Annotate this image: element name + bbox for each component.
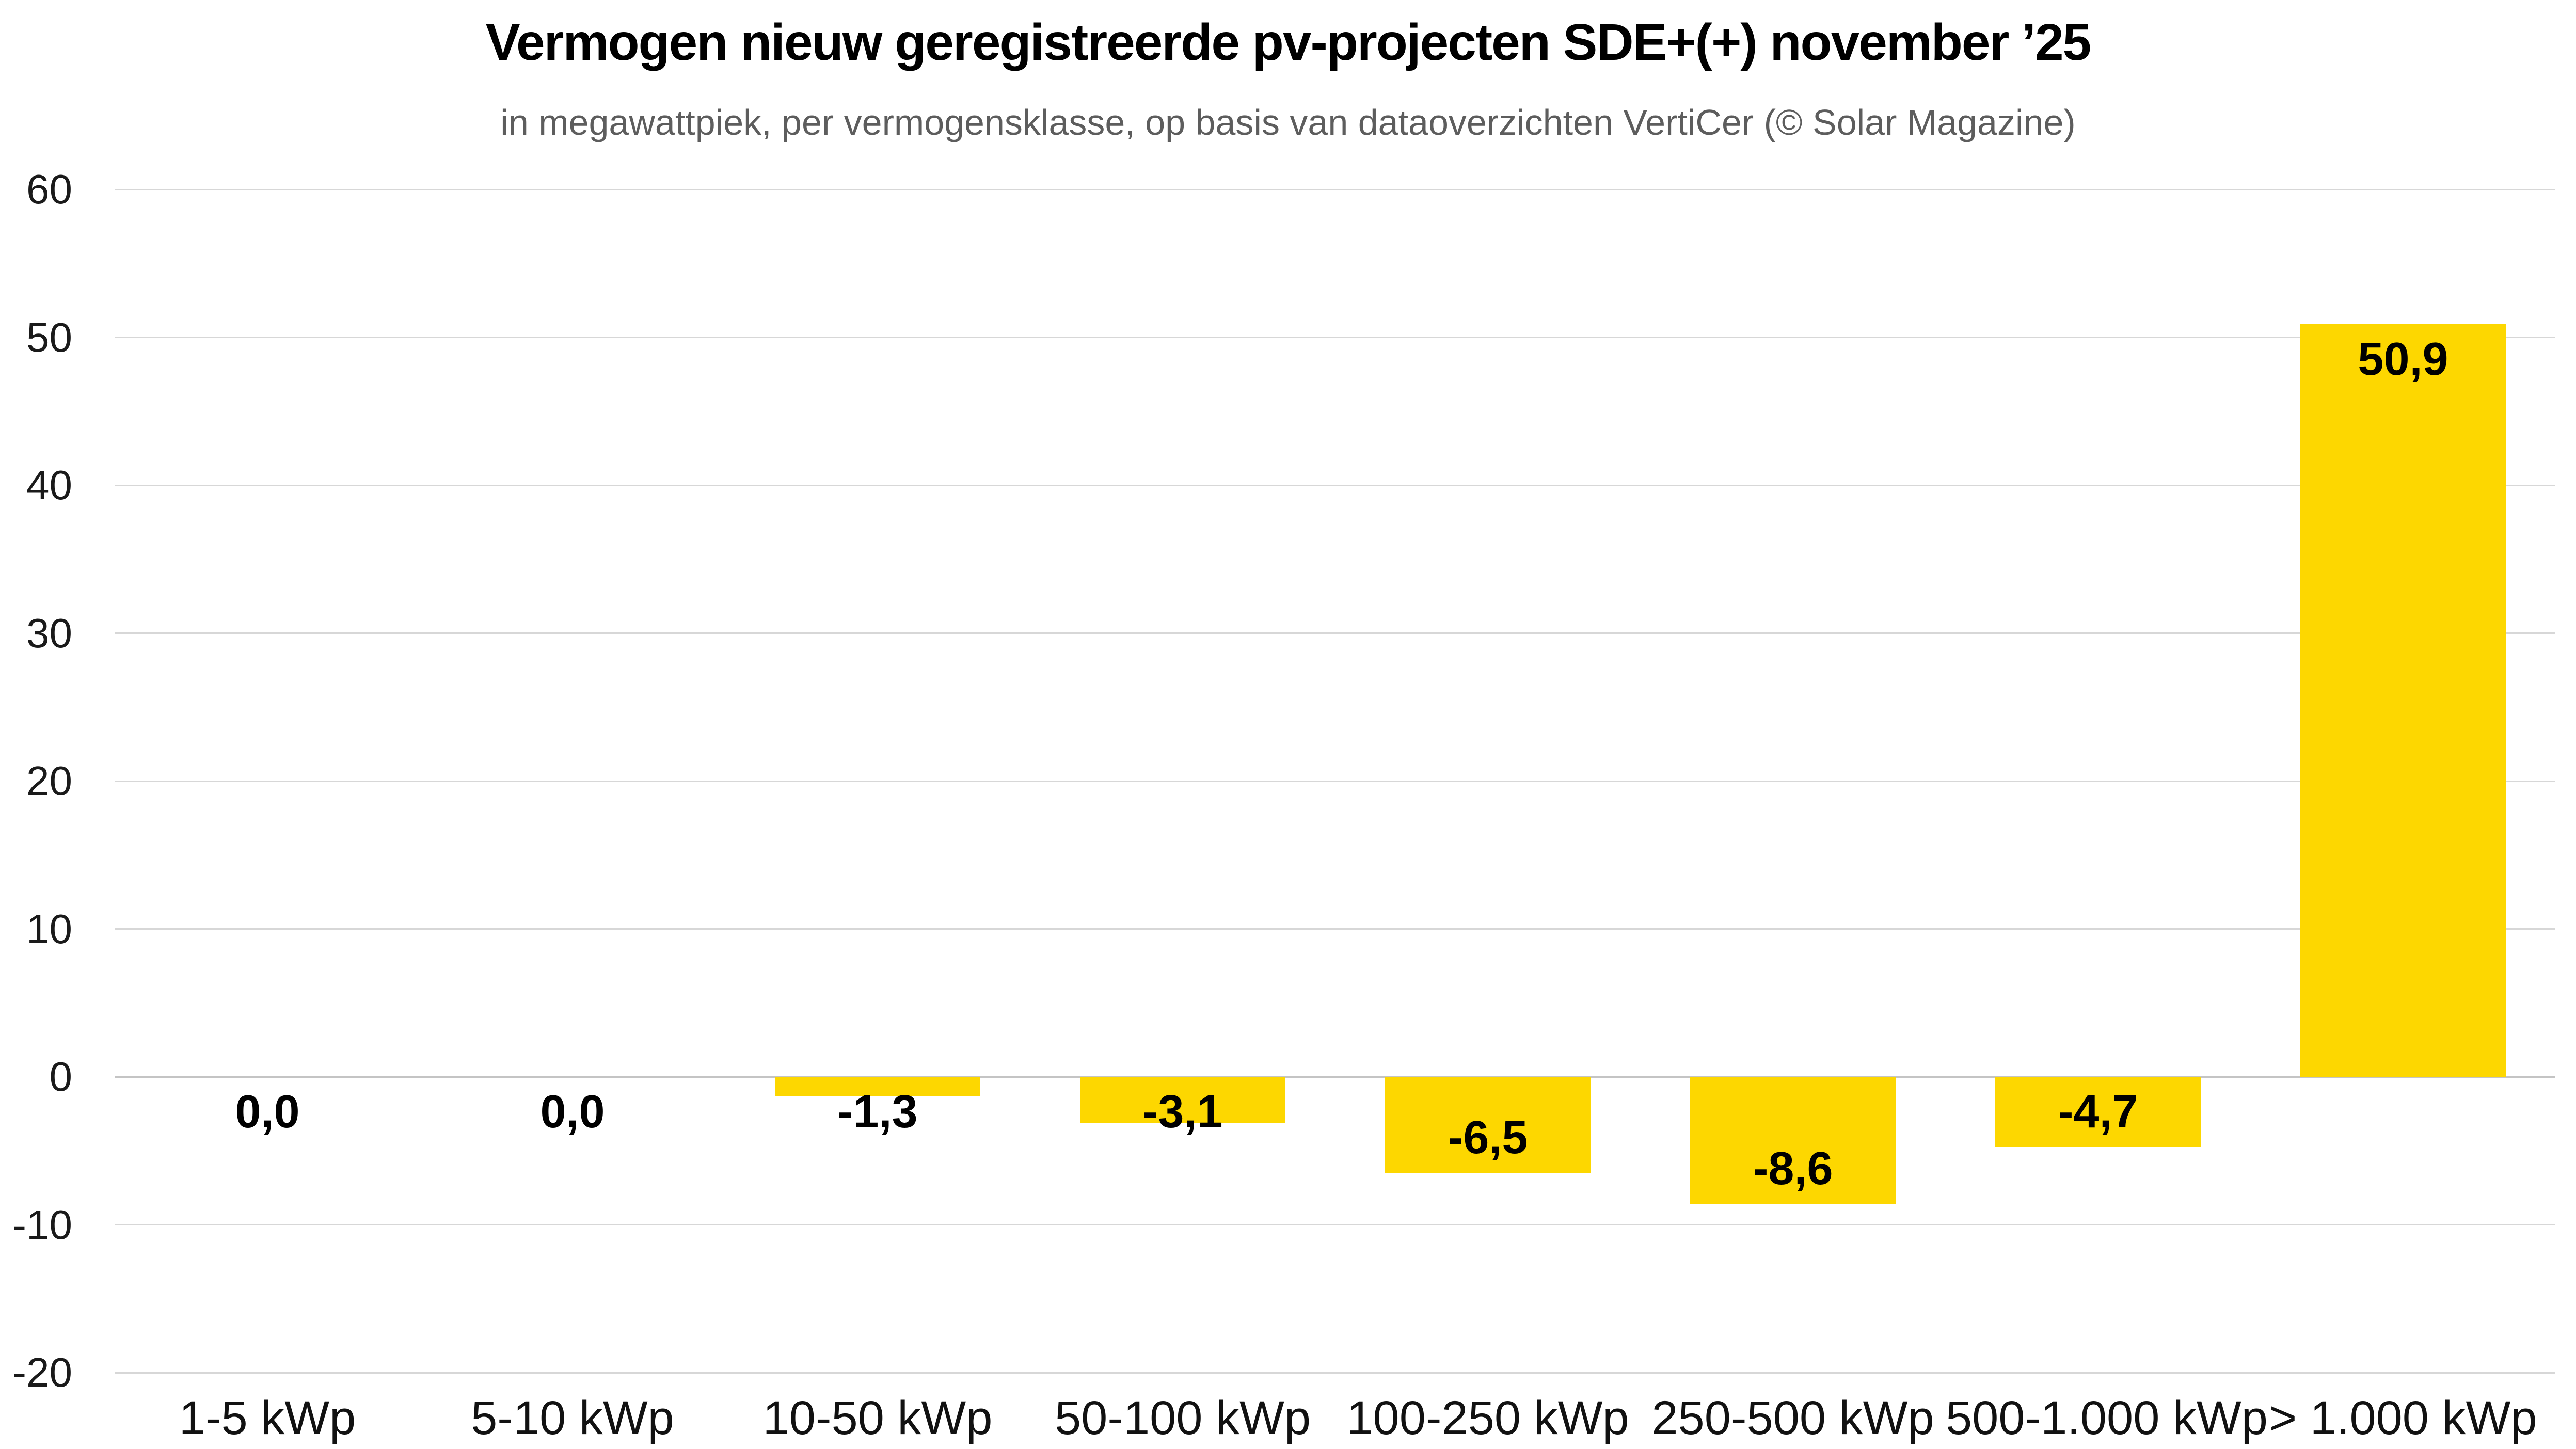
y-axis-tick-label: 20 xyxy=(26,758,72,804)
x-axis-tick-label: 500-1.000 kWp xyxy=(1946,1392,2268,1444)
bar-value-label: 0,0 xyxy=(540,1086,605,1138)
gridline xyxy=(115,781,2555,782)
bar-value-label: -3,1 xyxy=(1142,1086,1223,1138)
bar-100-250-kwp xyxy=(1385,1077,1591,1173)
bar-250-500-kwp xyxy=(1690,1077,1896,1204)
y-axis-tick-label: 30 xyxy=(26,610,72,656)
chart-title: Vermogen nieuw geregistreerde pv-project… xyxy=(485,13,2091,71)
bar-10-50-kwp xyxy=(775,1077,980,1096)
x-axis-tick-label: 1-5 kWp xyxy=(179,1392,356,1444)
x-axis-tick-label: > 1.000 kWp xyxy=(2269,1392,2537,1444)
bar-value-label: -6,5 xyxy=(1448,1112,1528,1164)
bar--1-000-kwp xyxy=(2300,324,2506,1077)
y-axis-tick-label: 60 xyxy=(26,166,72,212)
chart-subtitle: in megawattpiek, per vermogensklasse, op… xyxy=(500,102,2076,142)
x-axis-tick-label: 5-10 kWp xyxy=(471,1392,674,1444)
x-axis-tick-label: 10-50 kWp xyxy=(762,1392,993,1444)
gridline xyxy=(115,1372,2555,1374)
bar-value-label: 0,0 xyxy=(235,1086,300,1138)
bar-value-label: -4,7 xyxy=(2058,1086,2138,1138)
y-axis-tick-label: 40 xyxy=(26,462,72,508)
bar-50-100-kwp xyxy=(1080,1077,1285,1123)
gridline xyxy=(115,632,2555,634)
y-axis-tick-label: 10 xyxy=(26,906,72,952)
gridline xyxy=(115,189,2555,190)
y-axis-tick-label: 50 xyxy=(26,314,72,360)
gridline xyxy=(115,1224,2555,1225)
gridline xyxy=(115,337,2555,338)
bar-value-label: -1,3 xyxy=(837,1086,918,1138)
x-axis-tick-label: 50-100 kWp xyxy=(1054,1392,1311,1444)
bar-value-label: -8,6 xyxy=(1753,1143,1833,1195)
y-axis-tick-label: 0 xyxy=(49,1054,73,1100)
gridline xyxy=(115,928,2555,930)
zero-gridline xyxy=(115,1076,2555,1078)
gridline xyxy=(115,485,2555,486)
y-axis-tick-label: -20 xyxy=(12,1349,72,1395)
x-axis-tick-label: 100-250 kWp xyxy=(1346,1392,1629,1444)
x-axis-tick-label: 250-500 kWp xyxy=(1651,1392,1934,1444)
bar-value-label: 50,9 xyxy=(2358,333,2448,385)
y-axis-tick-label: -10 xyxy=(12,1202,72,1248)
bar-500-1-000-kwp xyxy=(1995,1077,2201,1147)
